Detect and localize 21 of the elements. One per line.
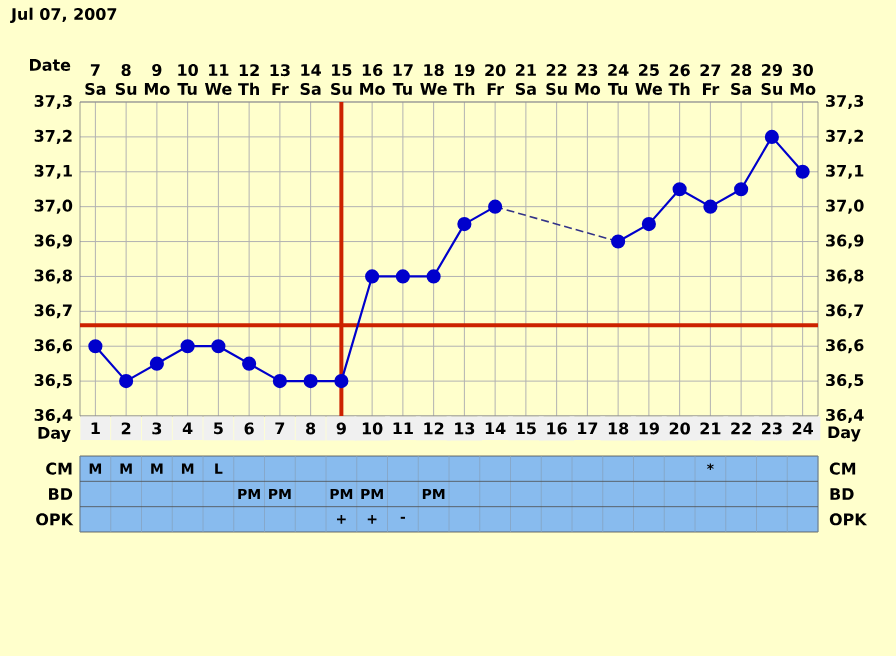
point bbox=[149, 356, 164, 371]
point bbox=[611, 234, 626, 249]
point bbox=[672, 182, 687, 197]
point bbox=[457, 217, 472, 232]
point bbox=[242, 356, 257, 371]
point bbox=[211, 339, 226, 354]
point bbox=[426, 269, 441, 284]
point bbox=[641, 217, 656, 232]
point bbox=[488, 199, 503, 214]
point bbox=[764, 129, 779, 144]
point bbox=[365, 269, 380, 284]
point bbox=[303, 374, 318, 389]
point bbox=[88, 339, 103, 354]
point bbox=[180, 339, 195, 354]
point bbox=[272, 374, 287, 389]
point bbox=[795, 164, 810, 179]
point bbox=[119, 374, 134, 389]
point bbox=[703, 199, 718, 214]
point bbox=[734, 182, 749, 197]
point bbox=[334, 374, 349, 389]
point bbox=[395, 269, 410, 284]
